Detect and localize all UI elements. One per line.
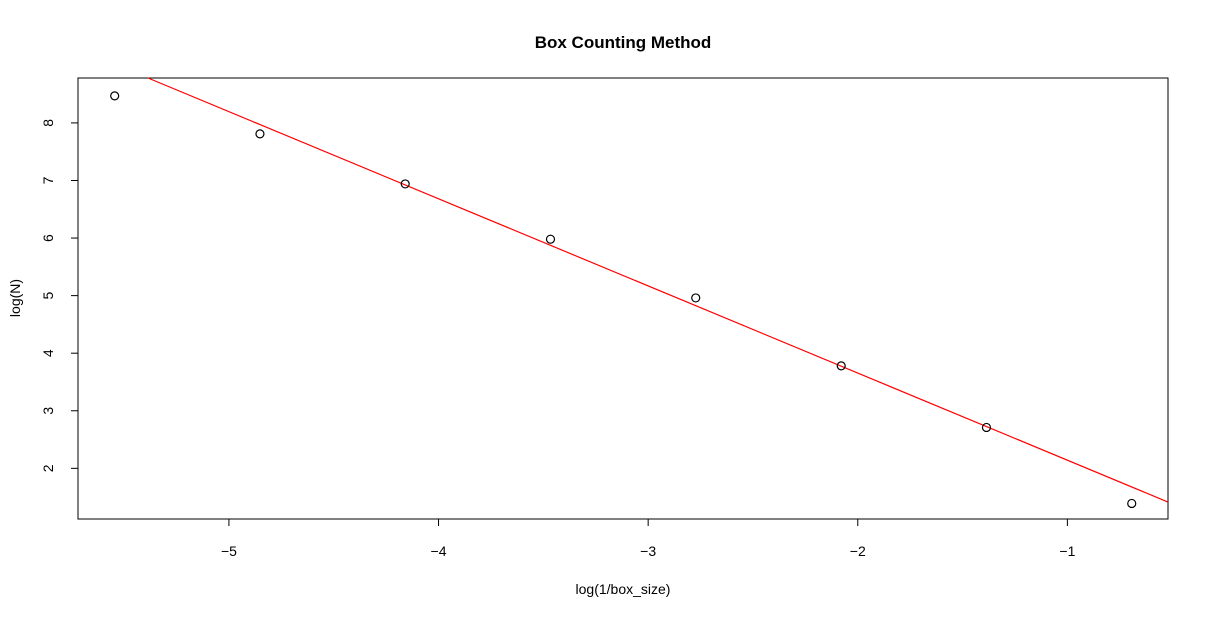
- data-point: [110, 91, 120, 101]
- y-axis-label: log(N): [7, 279, 23, 317]
- x-axis: −5 −4 −3 −2 −1: [221, 519, 1076, 559]
- y-tick-label: 6: [40, 234, 56, 242]
- x-tick-label: −1: [1059, 543, 1075, 559]
- y-tick-label: 2: [40, 464, 56, 472]
- data-point: [1127, 498, 1137, 509]
- y-tick-label: 7: [40, 176, 56, 184]
- data-point: [981, 422, 992, 433]
- data-point: [400, 179, 410, 189]
- x-tick-label: −2: [850, 543, 866, 559]
- chart-title: Box Counting Method: [535, 33, 712, 52]
- y-tick-label: 8: [40, 119, 56, 127]
- points-layer: [110, 91, 1137, 509]
- fit-line-layer: [147, 77, 1169, 503]
- x-tick-label: −4: [431, 543, 447, 559]
- plot-frame: [77, 77, 1169, 520]
- data-point: [545, 234, 556, 244]
- x-axis-label: log(1/box_size): [576, 581, 671, 597]
- x-tick-label: −3: [640, 543, 656, 559]
- y-tick-label: 4: [40, 349, 56, 357]
- y-tick-label: 5: [40, 292, 56, 300]
- fit-line: [147, 77, 1169, 503]
- x-tick-label: −5: [221, 543, 237, 559]
- y-axis: 2 3 4 5 6 7 8: [40, 119, 78, 472]
- data-point: [255, 129, 265, 139]
- y-tick-label: 3: [40, 407, 56, 415]
- data-point: [836, 361, 846, 371]
- data-point: [691, 293, 701, 303]
